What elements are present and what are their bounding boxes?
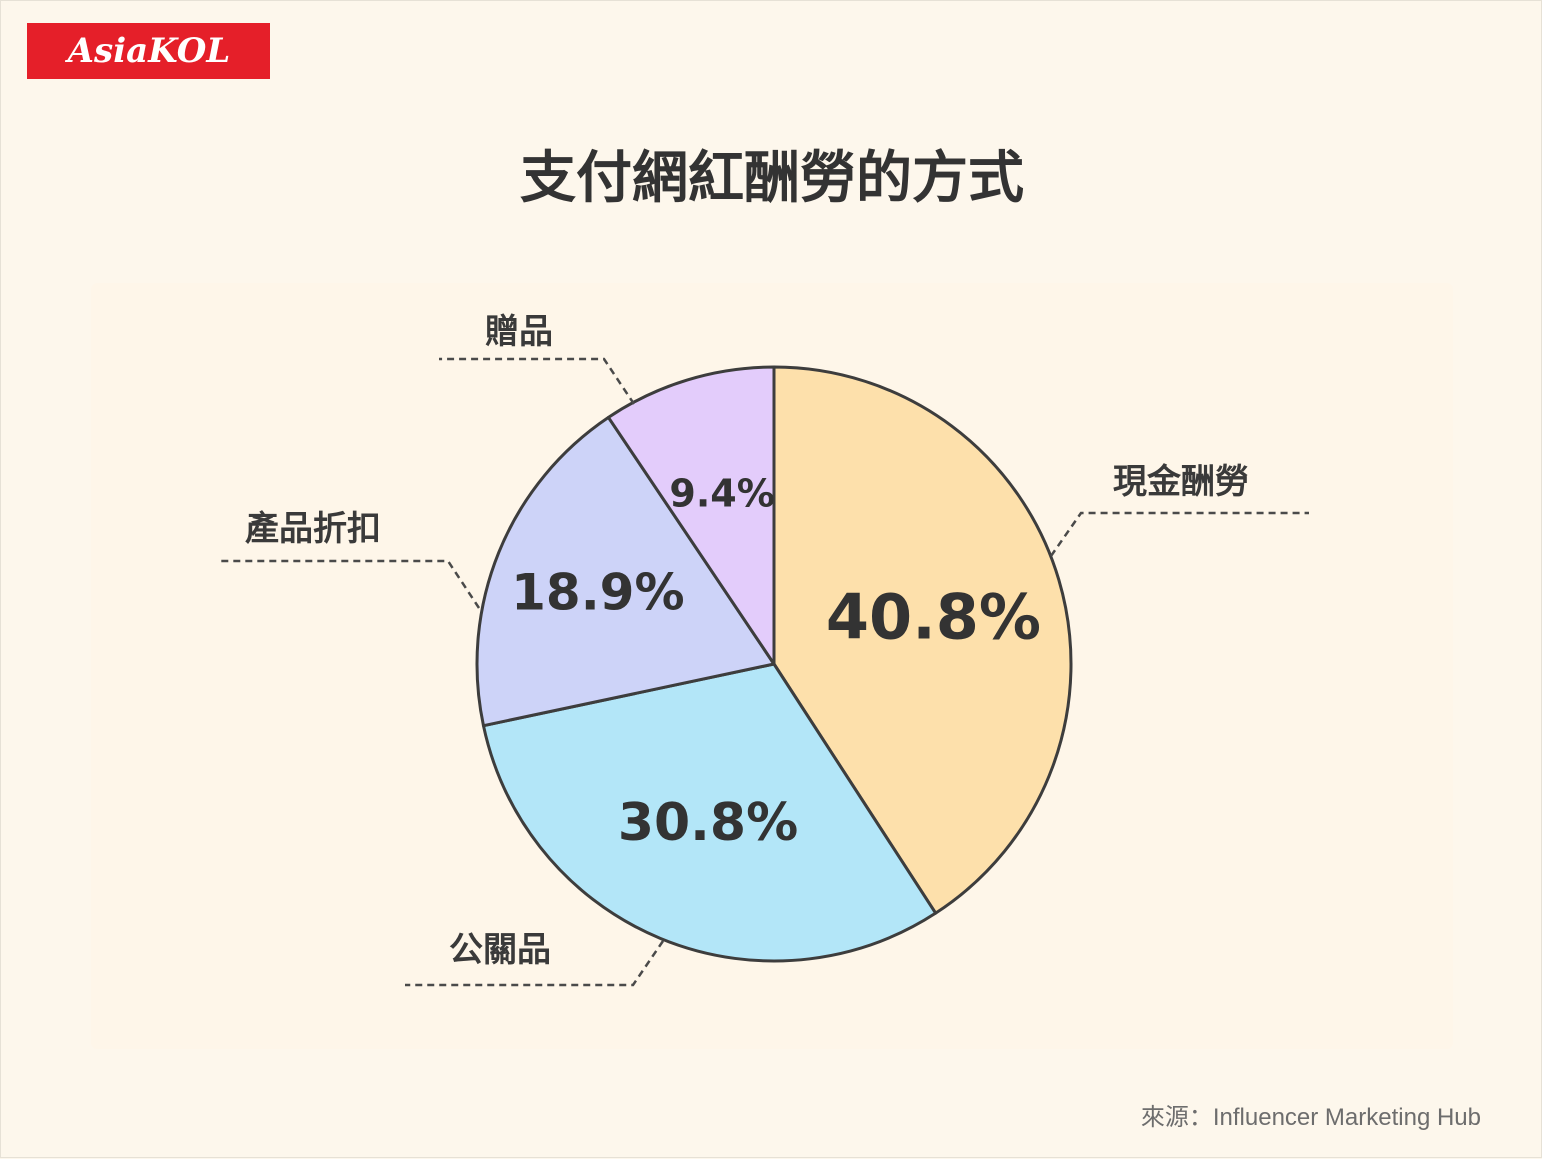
pie-slice [481, 662, 938, 963]
slice-value-label: 30.8% [618, 793, 798, 853]
pie-slices [475, 365, 1073, 963]
brand-logo [27, 23, 270, 79]
slice-value-label: 18.9% [511, 564, 684, 622]
leader-line [1049, 511, 1309, 557]
slice-category-label: 產品折扣 [245, 509, 381, 549]
source-note: 來源：Influencer Marketing Hub [1141, 1104, 1481, 1131]
slice-value-label: 9.4% [669, 472, 774, 516]
leader-line [219, 559, 481, 609]
leader-lines [219, 357, 1309, 987]
leader-line [405, 940, 665, 987]
slice-category-label: 贈品 [485, 312, 553, 352]
pie-slice [475, 415, 776, 728]
brand-logo-text: AsiaKOL [65, 31, 231, 71]
pie-slice [606, 365, 776, 666]
chart-title: 支付網紅酬勞的方式 [520, 146, 1024, 211]
leader-line [439, 357, 636, 405]
slice-labels: 40.8% 現金酬勞 30.8% 公關品 18.9% 產品折扣 9.4% 贈品 [245, 312, 1249, 970]
slice-value-label: 40.8% [826, 580, 1041, 653]
slice-category-label: 現金酬勞 [1113, 462, 1249, 502]
slice-category-label: 公關品 [449, 930, 551, 970]
